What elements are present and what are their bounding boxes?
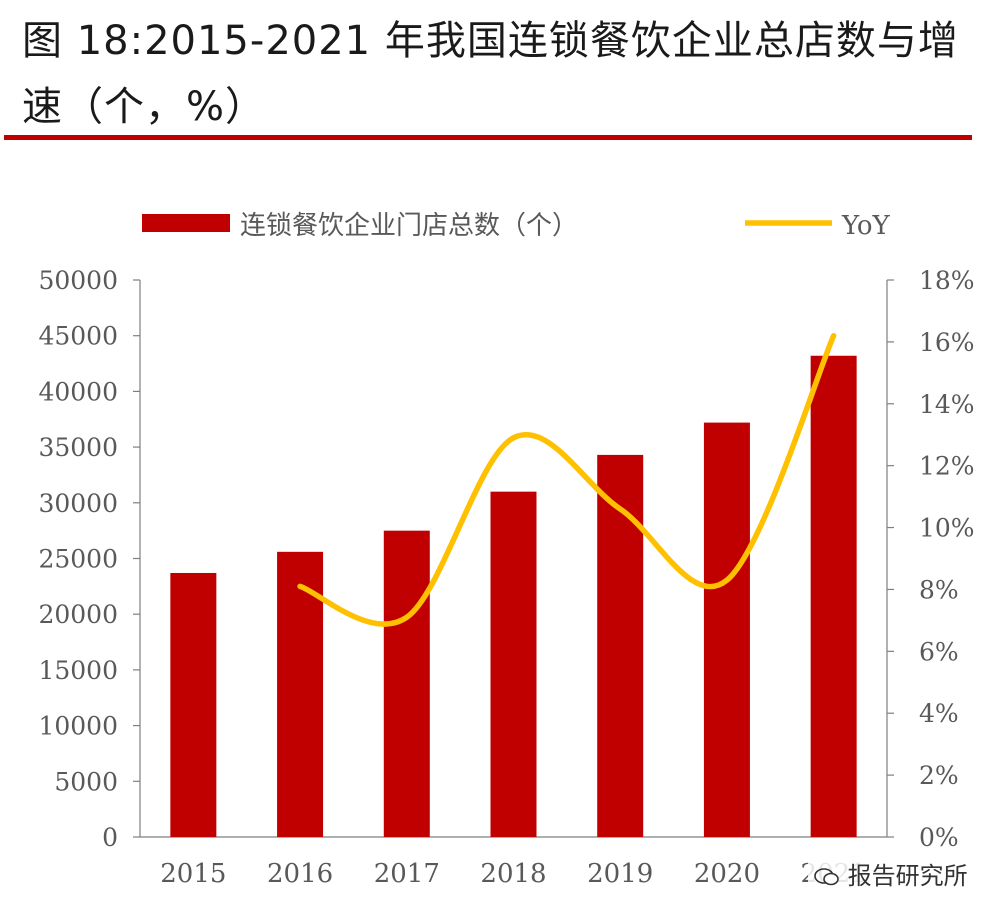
left-tick-label: 15000 <box>38 656 118 685</box>
left-tick-label: 35000 <box>38 433 118 462</box>
right-tick-label: 4% <box>919 699 959 728</box>
x-tick-label: 2018 <box>480 859 546 889</box>
left-tick-label: 10000 <box>38 712 118 741</box>
x-tick-label: 2015 <box>160 859 226 889</box>
right-tick-label: 12% <box>919 452 975 481</box>
bar <box>277 551 324 837</box>
x-tick-label: 2016 <box>267 859 333 889</box>
left-tick-label: 50000 <box>38 266 118 295</box>
wechat-icon <box>814 868 839 886</box>
left-tick-label: 45000 <box>38 322 118 351</box>
yoy-line <box>297 332 837 627</box>
right-tick-label: 16% <box>919 328 975 357</box>
bar <box>383 530 430 837</box>
right-tick-label: 18% <box>919 266 975 295</box>
right-tick-label: 10% <box>919 514 975 543</box>
bar <box>490 491 537 837</box>
left-tick-label: 5000 <box>54 767 118 796</box>
right-tick-label: 2% <box>919 761 959 790</box>
left-tick-label: 20000 <box>38 600 118 629</box>
right-tick-label: 0% <box>919 823 959 852</box>
x-tick-label: 2017 <box>374 859 440 889</box>
legend-bar-swatch <box>142 214 230 232</box>
right-tick-label: 6% <box>919 637 959 666</box>
chart-title-block: 图 18:2015-2021 年我国连锁餐饮企业总店数与增速（个，%） <box>22 8 982 140</box>
legend-bar-label: 连锁餐饮企业门店总数（个） <box>240 211 578 241</box>
left-tick-label: 30000 <box>38 489 118 518</box>
left-tick-label: 0 <box>102 823 118 852</box>
bar <box>703 422 750 837</box>
chart-title: 图 18:2015-2021 年我国连锁餐饮企业总店数与增速（个，%） <box>22 18 959 130</box>
x-tick-label: 2020 <box>694 859 760 889</box>
watermark: 报告研究所 <box>808 856 974 891</box>
right-tick-label: 8% <box>919 575 959 604</box>
bar <box>170 572 217 837</box>
title-rule <box>4 135 972 140</box>
left-tick-label: 25000 <box>38 545 118 574</box>
right-tick-label: 14% <box>919 390 975 419</box>
left-tick-label: 40000 <box>38 377 118 406</box>
x-tick-label: 2019 <box>587 859 653 889</box>
legend-line-label: YoY <box>841 211 891 241</box>
watermark-text: 报告研究所 <box>847 862 968 890</box>
bar <box>810 355 857 837</box>
